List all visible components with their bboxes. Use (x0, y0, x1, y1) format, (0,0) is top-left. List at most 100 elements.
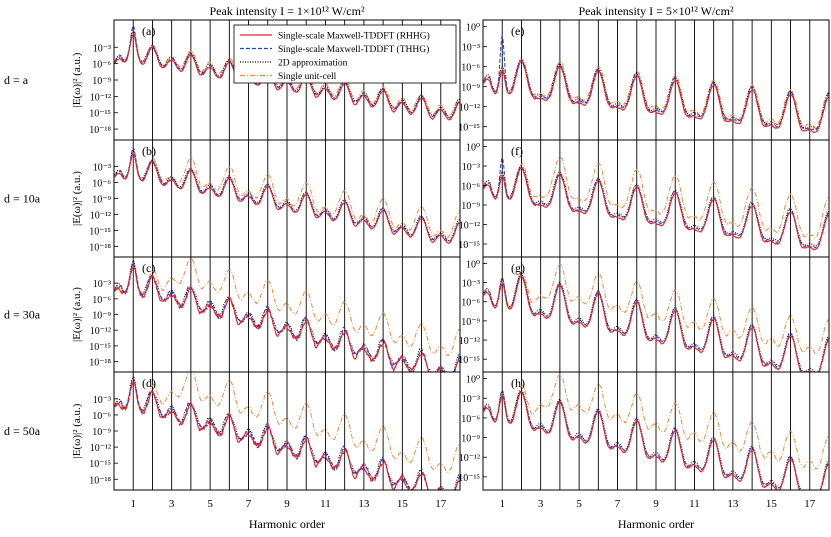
y-tick-label: 10⁻¹² (90, 210, 111, 221)
y-axis-label-row-1: |E(ω)|² (a.u.) (71, 52, 83, 107)
y-tick-label: 10⁻¹⁸ (89, 125, 111, 136)
y-tick-label: 10⁻¹⁵ (458, 240, 480, 251)
x-tick-label: 9 (653, 498, 659, 510)
x-tick-label: 11 (320, 498, 331, 510)
series-approx2d (483, 389, 829, 490)
series-approx2d (114, 374, 460, 490)
series-single (114, 258, 460, 357)
x-tick-label: 5 (576, 498, 582, 510)
y-tick-label: 10⁻¹⁸ (89, 475, 111, 486)
x-tick-label: 3 (538, 498, 544, 510)
y-tick-label: 10⁻⁶ (92, 411, 111, 422)
y-tick-label: 10⁻³ (93, 163, 111, 174)
y-tick-label: 10⁻¹⁸ (89, 358, 111, 369)
legend-label-approx2d: 2D approximation (278, 59, 348, 69)
panel-e: 10⁰ 10⁻³ 10⁻⁶ 10⁻⁹ 10⁻¹² 10⁻¹⁵ (e) (458, 19, 830, 141)
y-tick-label: 10⁻⁹ (461, 434, 480, 445)
row-label-4: d = 50a (4, 424, 41, 438)
x-tick-label: 9 (284, 498, 290, 510)
y-tick-label: 10⁻⁶ (92, 179, 111, 190)
y-axis-label-row-2: |E(ω)|² (a.u.) (71, 171, 83, 226)
y-tick-label: 10⁻⁹ (461, 317, 480, 328)
y-axis-label-row-4: |E(ω)|² (a.u.) (71, 403, 83, 458)
panel-frame (482, 371, 830, 491)
x-tick-label: 17 (435, 498, 447, 510)
x-tick-label: 7 (246, 498, 252, 510)
y-tick-label: 10⁻¹² (459, 453, 480, 464)
panel-label: (d) (142, 376, 156, 390)
x-tick-label: 15 (397, 498, 409, 510)
series-thhg (114, 262, 460, 372)
y-tick-label: 10⁻³ (93, 43, 111, 54)
y-tick-label: 10⁻⁹ (92, 195, 111, 206)
y-tick-label: 10⁻⁶ (92, 295, 111, 306)
series-single (114, 150, 460, 238)
series-thhg (114, 377, 460, 490)
y-tick-label: 10⁻³ (462, 279, 480, 290)
x-tick-label: 3 (169, 498, 175, 510)
legend: Single-scale Maxwell-TDDFT (RHHG) Single-… (233, 24, 457, 84)
series-rhhg (114, 266, 460, 372)
x-tick-label: 17 (804, 498, 816, 510)
x-tick-label: 13 (727, 498, 739, 510)
y-tick-label: 10⁻¹⁵ (458, 473, 480, 484)
panel-label: (b) (142, 144, 156, 158)
panel-label: (g) (511, 261, 525, 275)
series-rhhg (114, 153, 460, 245)
x-tick-label: 5 (207, 498, 213, 510)
series-approx2d (483, 165, 829, 247)
panel-b: 10⁻³ 10⁻⁶ 10⁻⁹ 10⁻¹² 10⁻¹⁵ 10⁻¹⁸ (b) (89, 139, 461, 258)
x-tick-label: 1 (499, 498, 505, 510)
x-tick-label: 11 (689, 498, 700, 510)
y-axis-label-row-3: |E(ω)|² (a.u.) (71, 287, 83, 342)
x-tick-label: 13 (358, 498, 370, 510)
y-tick-label: 10⁻¹² (459, 103, 480, 114)
series-single (483, 156, 829, 239)
y-tick-label: 10⁻⁶ (461, 414, 480, 425)
legend-label-thhg: Single-scale Maxwell-TDDFT (THHG) (278, 44, 429, 55)
y-tick-label: 10⁻¹² (459, 221, 480, 232)
y-tick-label: 10⁻¹² (90, 326, 111, 337)
y-tick-label: 10⁰ (466, 143, 480, 154)
legend-label-single: Single unit-cell (278, 72, 337, 82)
y-tick-label: 10⁻⁹ (461, 83, 480, 94)
series-single (483, 58, 829, 130)
y-tick-label: 10⁻¹⁵ (89, 459, 111, 470)
y-tick-label: 10⁻³ (93, 395, 111, 406)
y-tick-label: 10⁻⁶ (461, 182, 480, 193)
y-tick-label: 10⁻³ (462, 162, 480, 173)
panel-label: (a) (142, 24, 155, 38)
x-axis-label-2: Harmonic order (618, 517, 694, 531)
y-tick-label: 10⁻⁹ (461, 201, 480, 212)
y-tick-label: 10⁻⁹ (92, 311, 111, 322)
y-tick-label: 10⁰ (466, 259, 480, 270)
y-tick-label: 10⁻¹⁵ (458, 355, 480, 366)
y-tick-label: 10⁻¹² (459, 336, 480, 347)
panel-label: (c) (142, 261, 155, 275)
x-axis-label-1: Harmonic order (249, 517, 325, 531)
series-approx2d (483, 58, 829, 130)
row-label-2: d = 10a (4, 192, 41, 206)
row-label-1: d = a (4, 73, 29, 87)
panel-label: (h) (511, 376, 525, 390)
y-tick-label: 10⁻⁹ (92, 76, 111, 87)
series-rhhg (483, 275, 829, 372)
y-tick-label: 10⁻¹⁵ (89, 226, 111, 237)
x-tick-label: 7 (615, 498, 621, 510)
y-tick-label: 10⁻¹⁵ (458, 123, 480, 134)
panel-g: 10⁰ 10⁻³ 10⁻⁶ 10⁻⁹ 10⁻¹² 10⁻¹⁵ (g) (458, 256, 830, 373)
y-tick-label: 10⁻¹⁵ (89, 342, 111, 353)
series-approx2d (483, 273, 829, 372)
panel-label: (f) (511, 144, 523, 158)
series-thhg (114, 146, 460, 242)
series-approx2d (114, 149, 460, 242)
panel-label: (e) (511, 24, 524, 38)
legend-label-rhhg: Single-scale Maxwell-TDDFT (RHHG) (278, 31, 430, 42)
y-tick-label: 10⁰ (466, 375, 480, 386)
y-tick-label: 10⁻³ (93, 279, 111, 290)
series-rhhg (114, 382, 460, 490)
series-single (483, 374, 829, 470)
y-tick-label: 10⁻¹⁵ (89, 109, 111, 120)
